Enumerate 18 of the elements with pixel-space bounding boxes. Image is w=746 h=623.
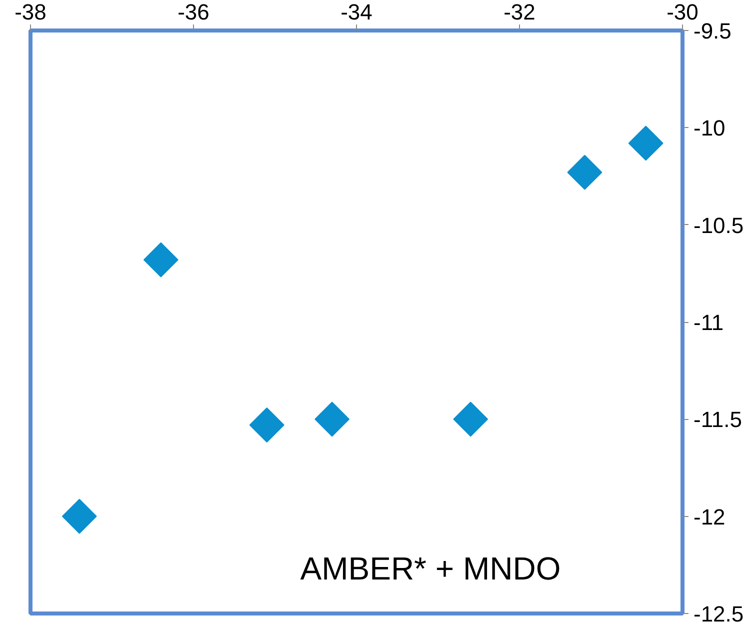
- x-tick-label: -36: [178, 0, 210, 24]
- point: [143, 242, 178, 278]
- point: [628, 126, 664, 161]
- x-tick-label: -34: [340, 0, 372, 24]
- point: [567, 154, 602, 190]
- point: [62, 498, 97, 534]
- x-tick-label: -38: [14, 0, 46, 24]
- y-tick-label: -12.5: [694, 602, 744, 623]
- x-tick-label: -32: [504, 0, 536, 24]
- y-tick-label: -12: [694, 504, 726, 530]
- point: [453, 402, 488, 437]
- y-tick-label: -11: [694, 310, 724, 335]
- point: [249, 408, 284, 442]
- annotation: AMBER* + MNDO: [300, 550, 561, 586]
- y-tick-label: -11.5: [694, 407, 742, 432]
- y-tick-label: -10: [694, 116, 726, 141]
- y-tick-label: -10.5: [694, 212, 744, 238]
- point: [314, 402, 350, 437]
